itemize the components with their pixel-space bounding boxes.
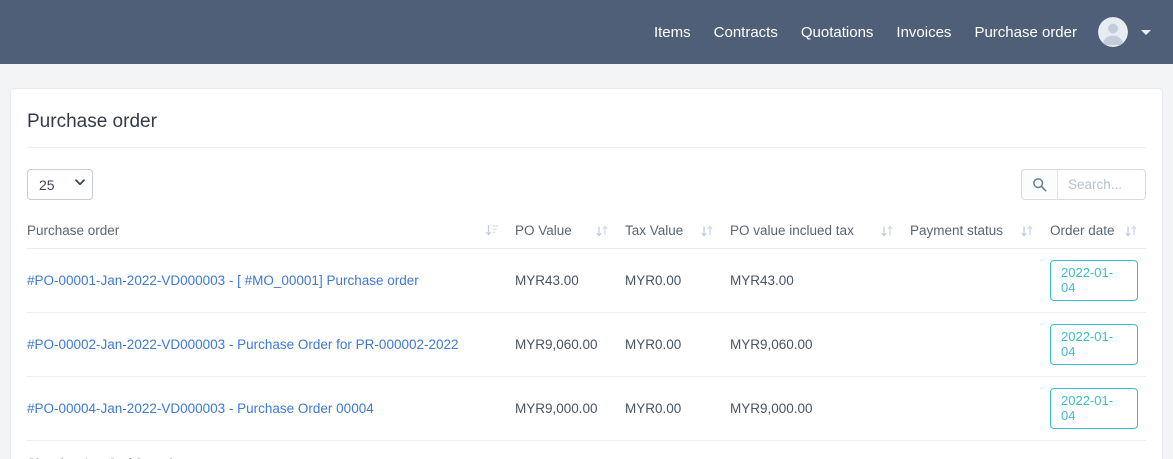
- column-label: Purchase order: [27, 223, 120, 238]
- column-header-tax-value[interactable]: Tax Value: [617, 215, 722, 249]
- purchase-order-link[interactable]: #PO-00004-Jan-2022-VD000003 - Purchase O…: [27, 401, 374, 416]
- nav-item-quotations[interactable]: Quotations: [800, 23, 874, 41]
- tax-value-cell: MYR0.00: [617, 376, 722, 441]
- sort-both-icon: [700, 224, 714, 237]
- order-date-cell: 2022-01-04: [1042, 376, 1146, 441]
- order-date-badge: 2022-01-04: [1050, 388, 1138, 429]
- page-title: Purchase order: [27, 111, 157, 132]
- column-header-po-value-included-tax[interactable]: PO value inclued tax: [722, 215, 902, 249]
- nav-item-purchase-order[interactable]: Purchase order: [974, 23, 1077, 41]
- purchase-order-link[interactable]: #PO-00002-Jan-2022-VD000003 - Purchase O…: [27, 337, 459, 352]
- column-label: Tax Value: [625, 223, 684, 238]
- purchase-order-card: Purchase order 25: [10, 88, 1163, 459]
- order-date-cell: 2022-01-04: [1042, 312, 1146, 377]
- column-header-payment-status[interactable]: Payment status: [902, 215, 1042, 249]
- payment-status-cell: [902, 248, 1042, 313]
- nav-item-items[interactable]: Items: [653, 23, 691, 41]
- total-cell: MYR43.00: [722, 248, 902, 313]
- column-header-po-value[interactable]: PO Value: [507, 215, 617, 249]
- column-label: Payment status: [910, 223, 1004, 238]
- chevron-down-icon: [1141, 29, 1151, 35]
- total-cell: MYR9,000.00: [722, 376, 902, 441]
- table-header-row: Purchase order PO Value: [27, 215, 1146, 249]
- column-label: Order date: [1050, 223, 1115, 238]
- nav-item-contracts[interactable]: Contracts: [713, 23, 778, 41]
- user-menu-toggle[interactable]: [1098, 17, 1151, 47]
- tax-value-cell: MYR0.00: [617, 248, 722, 313]
- showing-entries-text: Showing 1 to 3 of 3 entries: [27, 456, 1146, 459]
- po-value-cell: MYR9,060.00: [507, 312, 617, 377]
- page-size-wrapper: 25: [27, 169, 93, 200]
- purchase-order-table: Purchase order PO Value: [27, 215, 1146, 441]
- tax-value-cell: MYR0.00: [617, 312, 722, 377]
- column-header-purchase-order[interactable]: Purchase order: [27, 215, 507, 249]
- search-icon: [1021, 169, 1058, 200]
- search-input[interactable]: [1058, 169, 1146, 200]
- table-row: #PO-00004-Jan-2022-VD000003 - Purchase O…: [27, 376, 1146, 441]
- po-value-cell: MYR9,000.00: [507, 376, 617, 441]
- po-value-cell: MYR43.00: [507, 248, 617, 313]
- title-divider: [27, 147, 1146, 148]
- payment-status-cell: [902, 312, 1042, 377]
- top-navbar: Items Contracts Quotations Invoices Purc…: [0, 0, 1173, 64]
- search-group: [1021, 169, 1146, 200]
- page-size-select[interactable]: 25: [27, 169, 93, 200]
- sort-both-icon: [595, 224, 609, 237]
- order-date-cell: 2022-01-04: [1042, 248, 1146, 313]
- sort-both-icon: [1020, 224, 1034, 237]
- sort-both-icon: [1124, 224, 1138, 237]
- order-date-badge: 2022-01-04: [1050, 260, 1138, 301]
- table-toolbar: 25: [27, 169, 1146, 200]
- purchase-order-link[interactable]: #PO-00001-Jan-2022-VD000003 - [ #MO_0000…: [27, 273, 419, 288]
- payment-status-cell: [902, 376, 1042, 441]
- column-header-order-date[interactable]: Order date: [1042, 215, 1146, 249]
- column-label: PO value inclued tax: [730, 223, 854, 238]
- table-row: #PO-00001-Jan-2022-VD000003 - [ #MO_0000…: [27, 248, 1146, 313]
- nav-item-invoices[interactable]: Invoices: [896, 23, 952, 41]
- column-label: PO Value: [515, 223, 572, 238]
- total-cell: MYR9,060.00: [722, 312, 902, 377]
- sort-both-icon: [880, 224, 894, 237]
- user-avatar-icon: [1098, 17, 1128, 47]
- table-row: #PO-00002-Jan-2022-VD000003 - Purchase O…: [27, 312, 1146, 377]
- order-date-badge: 2022-01-04: [1050, 324, 1138, 365]
- sort-amount-icon: [485, 224, 499, 237]
